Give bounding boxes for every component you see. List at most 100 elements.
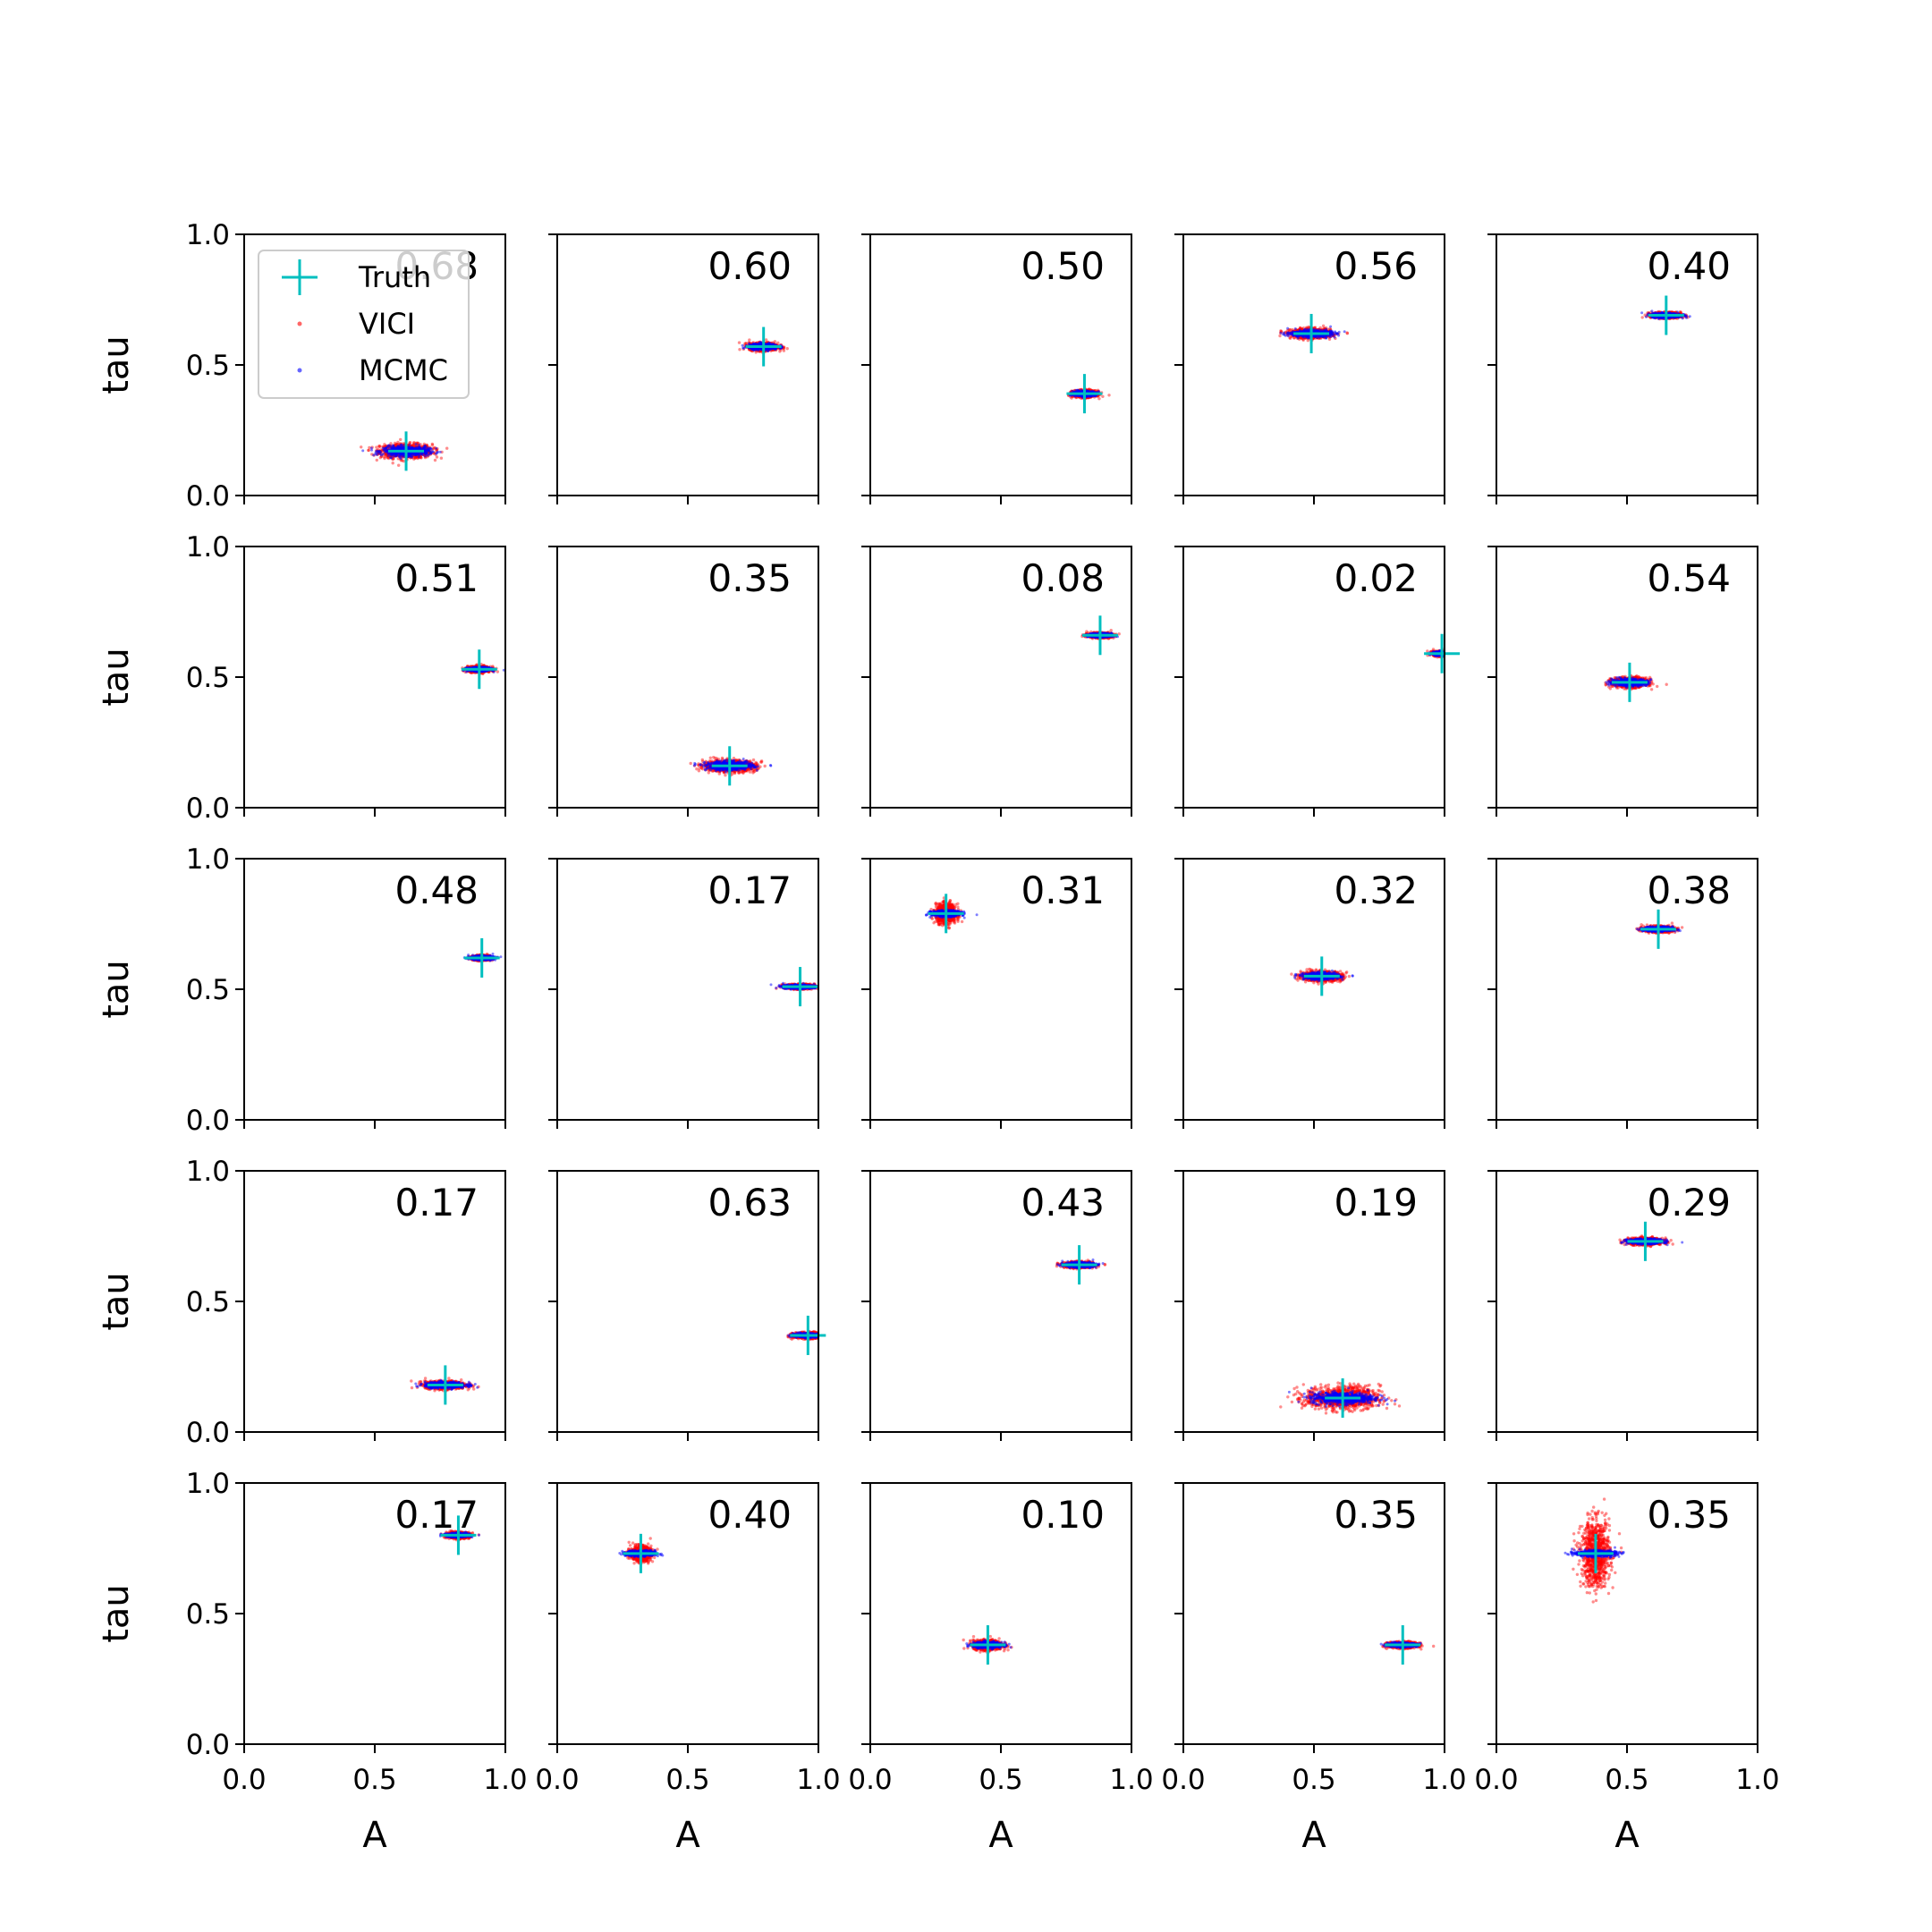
panel-4: 0.56 xyxy=(1174,233,1445,504)
mcmc-sample-point xyxy=(391,445,394,449)
mcmc-sample-point xyxy=(394,453,398,457)
vici-sample-point xyxy=(432,446,436,450)
mcmc-sample-point xyxy=(414,443,418,446)
mcmc-sample-point xyxy=(389,453,393,456)
panel-3: 0.50 xyxy=(861,233,1132,504)
mcmc-sample-point xyxy=(370,448,373,452)
vici-sample-point xyxy=(368,445,371,450)
mcmc-sample-point xyxy=(386,453,390,457)
mcmc-sample-point xyxy=(741,343,744,347)
mcmc-sample-point xyxy=(411,445,414,449)
vici-sample-point xyxy=(737,341,741,344)
vici-sample-point xyxy=(1289,328,1292,332)
mcmc-sample-point xyxy=(426,453,429,457)
y-tick-label: 0.5 xyxy=(186,350,230,382)
vici-sample-point xyxy=(419,456,423,460)
mcmc-sample-point xyxy=(436,451,439,454)
vici-sample-point xyxy=(439,456,444,460)
mcmc-sample-point xyxy=(417,455,420,459)
vici-sample-point xyxy=(778,350,782,353)
vici-sample-point xyxy=(1097,397,1101,401)
mcmc-sample-point xyxy=(408,444,411,447)
vici-sample-point xyxy=(430,443,435,447)
vici-sample-point xyxy=(412,457,416,461)
mcmc-sample-point xyxy=(1097,390,1100,394)
vici-sample-point xyxy=(412,443,416,446)
mcmc-sample-point xyxy=(369,446,373,450)
mcmc-sample-point xyxy=(399,444,402,446)
mcmc-sample-point xyxy=(390,456,394,460)
panel-2: 0.60 xyxy=(548,233,819,504)
mcmc-sample-point xyxy=(386,449,389,453)
mcmc-sample-point xyxy=(422,445,426,449)
panel-grid: 0.00.51.0tau0.680.600.500.560.400.00.51.… xyxy=(96,219,1780,1856)
vici-sample-point xyxy=(394,443,398,447)
vici-sample-point xyxy=(738,348,741,352)
mcmc-sample-point xyxy=(400,452,403,455)
mcmc-sample-point xyxy=(398,455,402,459)
vici-sample-point xyxy=(764,338,768,342)
vici-sample-point xyxy=(378,456,382,460)
vici-sample-point xyxy=(377,444,381,448)
mcmc-sample-point xyxy=(424,454,427,458)
y-axis-label: tau xyxy=(96,335,137,394)
vici-sample-point xyxy=(384,453,387,456)
vici-sample-point xyxy=(384,454,388,458)
vici-sample-point xyxy=(1345,331,1349,335)
vici-sample-point xyxy=(413,455,418,460)
panel-corner-label: 0.60 xyxy=(708,244,792,288)
mcmc-sample-point xyxy=(400,447,403,450)
vici-sample-point xyxy=(396,440,400,445)
vici-sample-point xyxy=(375,445,378,449)
vici-sample-point xyxy=(1101,394,1105,398)
mcmc-sample-point xyxy=(375,453,378,456)
vici-sample-point xyxy=(1288,336,1292,340)
vici-sample-point xyxy=(754,351,758,354)
mcmc-sample-point xyxy=(427,446,430,450)
vici-sample-point xyxy=(411,441,416,445)
vici-sample-point xyxy=(411,444,415,447)
mcmc-sample-point xyxy=(754,342,758,345)
vici-sample-point xyxy=(430,442,434,446)
vici-sample-point xyxy=(1301,338,1305,342)
mcmc-sample-point xyxy=(410,452,413,455)
vici-sample-point xyxy=(393,441,397,445)
vici-sample-point xyxy=(386,455,390,460)
vici-sample-point xyxy=(1070,396,1073,400)
vici-sample-point xyxy=(402,459,405,463)
vici-sample-point xyxy=(375,458,378,462)
vici-sample-point xyxy=(413,456,417,460)
vici-sample-point xyxy=(408,441,411,445)
mcmc-sample-point xyxy=(402,447,405,451)
mcmc-sample-point xyxy=(748,342,750,345)
mcmc-sample-point xyxy=(384,446,387,450)
vici-sample-point xyxy=(392,457,395,461)
vici-sample-point xyxy=(1345,332,1350,335)
mcmc-sample-point xyxy=(377,449,381,453)
vici-sample-point xyxy=(744,342,748,345)
vici-sample-point xyxy=(776,341,780,344)
vici-sample-point xyxy=(413,455,417,460)
mcmc-sample-point xyxy=(1071,389,1074,393)
vici-sample-point xyxy=(383,456,386,461)
mcmc-sample-point xyxy=(387,452,391,455)
y-tick-label: 1.0 xyxy=(186,219,230,251)
mcmc-sample-point xyxy=(429,451,433,454)
vici-sample-point xyxy=(773,340,777,343)
vici-sample-point xyxy=(1307,325,1310,329)
vici-sample-point xyxy=(408,441,412,445)
mcmc-sample-point xyxy=(751,347,755,351)
vici-sample-point xyxy=(399,437,402,442)
vici-sample-point xyxy=(367,448,370,453)
vici-sample-point xyxy=(1107,394,1111,397)
mcmc-sample-point xyxy=(1080,394,1084,398)
mcmc-sample-point xyxy=(375,449,378,453)
mcmc-sample-point xyxy=(418,444,421,446)
vici-sample-point xyxy=(782,349,786,352)
mcmc-sample-point xyxy=(742,346,746,350)
y-tick-label: 0.0 xyxy=(186,480,230,513)
vici-sample-point xyxy=(391,462,394,465)
mcmc-sample-point xyxy=(372,453,376,457)
mcmc-sample-point xyxy=(435,446,438,450)
